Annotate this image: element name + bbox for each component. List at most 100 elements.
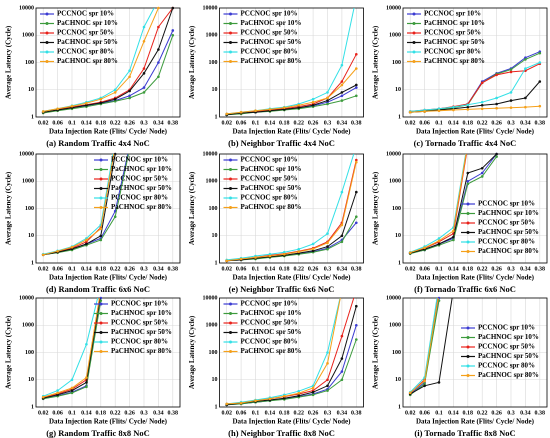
series-marker	[355, 215, 358, 219]
series-marker	[326, 245, 329, 248]
series-marker	[311, 393, 315, 397]
series-marker	[70, 391, 74, 395]
legend-marker	[466, 240, 470, 244]
series-marker	[340, 370, 344, 373]
series-marker	[254, 399, 257, 403]
series-marker	[538, 51, 542, 55]
x-tick-label: 0.26	[124, 120, 135, 126]
series-marker	[268, 108, 272, 111]
series-marker	[340, 223, 344, 227]
x-tick-label: 0.22	[477, 120, 488, 126]
legend-marker	[45, 50, 49, 54]
series-marker	[437, 239, 441, 243]
y-tick-label: 10000	[386, 151, 401, 157]
x-tick-label: 0.3	[507, 410, 515, 416]
x-tick-label: 0.1	[252, 266, 260, 272]
legend-label: PCCNOC spr 50%	[241, 319, 298, 327]
series-marker	[70, 389, 74, 392]
series-marker	[480, 81, 484, 85]
legend-label: PCCNOC spr 10%	[478, 200, 535, 208]
series-marker	[408, 110, 412, 114]
y-tick-label: 10	[212, 377, 218, 383]
x-tick-label: 0.18	[463, 120, 474, 126]
x-tick-label: 0.18	[96, 120, 107, 126]
series-marker	[297, 394, 301, 397]
series-marker	[466, 179, 470, 183]
legend-label: PaCHNOC spr 80%	[57, 57, 118, 65]
series-marker	[480, 175, 484, 178]
y-tick-label: 1000	[206, 33, 218, 39]
chart-title: (b) Neighbor Traffic 4x4 NoC	[228, 138, 335, 148]
series-marker	[495, 102, 498, 106]
series-line	[43, 35, 174, 114]
series-marker	[85, 376, 88, 379]
series-marker	[408, 251, 412, 254]
legend-marker	[99, 321, 103, 325]
y-tick-label: 1	[398, 404, 401, 410]
x-tick-label: 0.06	[236, 410, 247, 416]
series-marker	[340, 63, 344, 67]
series-line	[43, 8, 174, 113]
series-marker	[85, 381, 88, 384]
legend-marker	[99, 302, 103, 306]
legend-marker	[229, 60, 232, 63]
x-tick-label: 0.34	[153, 410, 164, 416]
series-marker	[466, 108, 470, 111]
legend-label: PaCHNOC spr 50%	[241, 38, 302, 46]
series-marker	[524, 58, 527, 61]
series-marker	[99, 238, 103, 242]
y-tick-label: 10	[212, 233, 218, 239]
series-marker	[495, 73, 498, 77]
series-marker	[326, 241, 329, 245]
series-marker	[340, 234, 344, 238]
series-marker	[311, 103, 315, 107]
plot-frame	[402, 153, 548, 264]
x-tick-label: 0.1	[252, 120, 260, 126]
series-marker	[113, 99, 117, 103]
legend-marker	[99, 187, 103, 190]
legend-label: PCCNOC spr 10%	[241, 10, 298, 18]
series-line	[410, 63, 541, 112]
x-tick-label: 0.1	[68, 120, 76, 126]
legend-marker	[466, 212, 470, 215]
legend-label: PaCHNOC spr 50%	[111, 328, 172, 336]
x-tick-label: 0.02	[38, 120, 49, 126]
series-marker	[70, 378, 74, 382]
x-tick-label: 0.26	[124, 410, 135, 416]
legend-label: PaCHNOC spr 10%	[424, 19, 485, 27]
series-marker	[85, 242, 88, 246]
series-marker	[99, 97, 103, 101]
series-marker	[283, 394, 286, 398]
y-tick-label: 10	[28, 233, 34, 239]
series-marker	[326, 91, 329, 94]
x-tick-label: 0.02	[221, 120, 232, 126]
x-tick-label: 0.38	[351, 266, 362, 272]
y-tick-label: 100	[25, 60, 34, 66]
x-tick-label: 0.14	[448, 410, 459, 416]
legend-marker	[99, 177, 103, 181]
legend-label: PCCNOC spr 10%	[478, 324, 535, 332]
x-tick-label: 0.3	[324, 266, 332, 272]
y-tick-label: 1000	[389, 33, 401, 39]
series-marker	[340, 240, 344, 244]
legend-marker	[229, 31, 232, 35]
series-marker	[466, 171, 470, 175]
legend-label: PCCNOC spr 10%	[111, 300, 168, 308]
y-tick-label: 100	[25, 350, 34, 356]
series-marker	[495, 96, 498, 100]
series-marker	[509, 68, 513, 71]
y-tick-label: 10	[395, 87, 401, 93]
series-marker	[355, 304, 358, 308]
series-marker	[326, 247, 329, 251]
x-tick-label: 0.26	[308, 120, 319, 126]
x-tick-label: 0.06	[419, 266, 430, 272]
series-marker	[423, 379, 426, 383]
legend-marker	[229, 177, 232, 181]
x-tick-label: 0.14	[265, 266, 276, 272]
x-tick-label: 0.1	[252, 410, 260, 416]
legend-label: PaCHNOC spr 50%	[241, 184, 302, 192]
legend-label: PaCHNOC spr 80%	[241, 203, 302, 211]
x-tick-label: 0.1	[435, 410, 443, 416]
